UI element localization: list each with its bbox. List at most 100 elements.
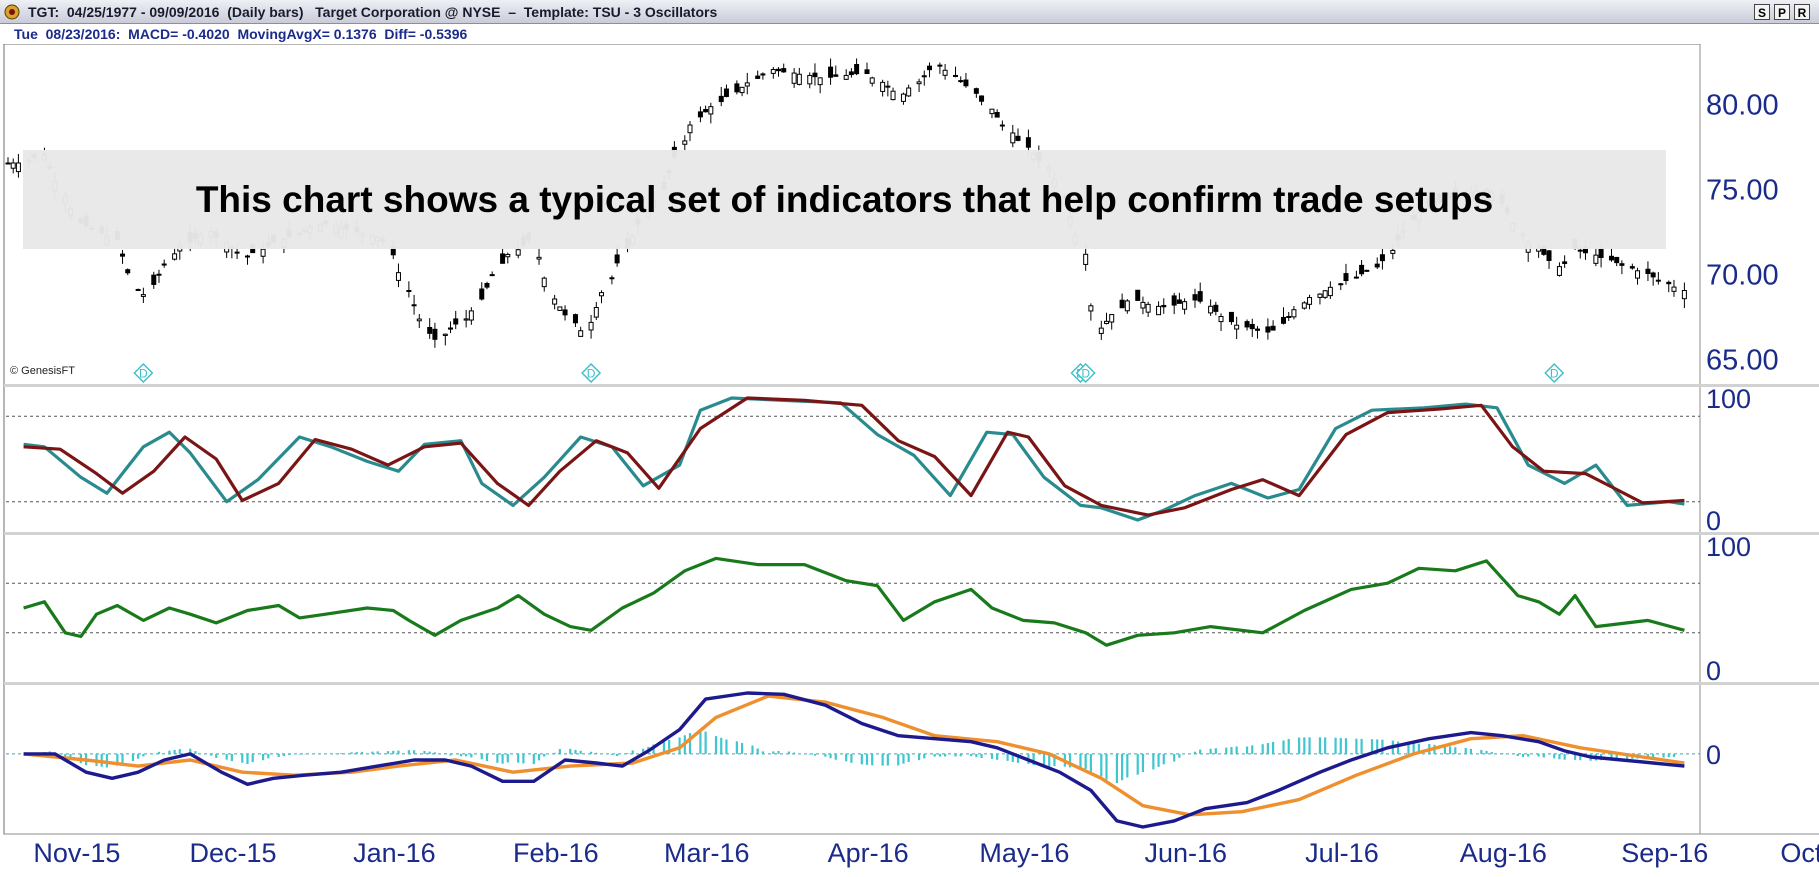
candle-body [1301, 302, 1307, 309]
price-candle [536, 248, 542, 265]
x-axis-label: Jan-16 [353, 838, 436, 868]
price-candle [453, 310, 459, 330]
price-candle [921, 70, 927, 86]
candle-body [1359, 264, 1365, 275]
candle-body [156, 273, 162, 276]
price-candle [1218, 313, 1224, 332]
price-candle [1353, 270, 1359, 279]
candle-body [1213, 304, 1219, 312]
window-button-s[interactable]: S [1754, 4, 1770, 20]
price-candle [557, 306, 563, 312]
price-candle [796, 67, 802, 86]
annotation-banner: This chart shows a typical set of indica… [23, 150, 1666, 249]
price-candle [755, 70, 761, 79]
price-candle [1192, 288, 1198, 308]
price-candle [151, 271, 157, 289]
candle-body [260, 248, 266, 257]
candle-body [1249, 323, 1255, 330]
candle-body [999, 124, 1005, 127]
price-candle [817, 77, 823, 94]
price-candle [697, 106, 703, 123]
price-candle [1228, 311, 1234, 325]
candle-body [937, 64, 943, 67]
candle-body [796, 73, 802, 85]
price-candle [1546, 249, 1552, 269]
price-candle [15, 154, 21, 178]
candle-body [1593, 254, 1599, 264]
candle-body [791, 72, 797, 84]
candle-body [718, 95, 724, 103]
candle-body [1379, 254, 1385, 262]
price-candle [500, 248, 506, 264]
price-candle [1265, 318, 1271, 340]
candle-body [484, 282, 490, 288]
price-candle [828, 58, 834, 85]
candle-body [1281, 316, 1287, 324]
price-candle [140, 287, 146, 304]
annotation-text: This chart shows a typical set of indica… [195, 178, 1494, 220]
x-axis-label: Dec-15 [190, 838, 277, 868]
info-values: 08/23/2016: MACD= -0.4020 MovingAvgX= 0.… [45, 26, 468, 42]
candle-body [697, 111, 703, 118]
price-candle [1135, 289, 1141, 301]
price-candle [682, 135, 688, 151]
candle-body [1208, 305, 1214, 314]
candle-body [1556, 266, 1562, 276]
price-candle [1614, 256, 1620, 267]
price-candle [1119, 293, 1125, 309]
candle-body [1015, 135, 1021, 141]
price-candle [1234, 316, 1240, 340]
price-candle [953, 66, 959, 78]
price-candle [1171, 292, 1177, 315]
price-candle [864, 62, 870, 75]
candle-body [880, 81, 886, 92]
candle-body [1088, 305, 1094, 312]
candle-body [1655, 279, 1661, 282]
candle-body [755, 75, 761, 79]
price-candle [432, 322, 438, 348]
candle-body [411, 304, 417, 307]
dividend-marker-icon [1544, 363, 1565, 383]
price-candle [1619, 260, 1625, 275]
candle-body [1635, 270, 1641, 279]
window-button-p[interactable]: P [1774, 4, 1790, 20]
dividend-marker-label: D [587, 367, 596, 381]
candle-body [244, 255, 250, 258]
x-axis-label: Nov-15 [33, 838, 120, 868]
price-candle [1364, 269, 1370, 272]
candle-body [1614, 256, 1620, 264]
price-candle [1182, 298, 1188, 315]
candle-body [406, 290, 412, 292]
price-candle [442, 333, 448, 346]
price-candle [1124, 299, 1130, 314]
price-candle [1645, 261, 1651, 282]
x-axis-label: Mar-16 [664, 838, 750, 868]
candle-body [1234, 324, 1240, 330]
price-candle [807, 72, 813, 89]
candle-body [1197, 291, 1203, 302]
app-logo-icon [4, 4, 20, 20]
price-candle [562, 305, 568, 321]
window-button-r[interactable]: R [1794, 4, 1810, 20]
candle-body [453, 318, 459, 325]
price-candle [161, 259, 167, 268]
candle-body [1608, 255, 1614, 261]
price-candle [1374, 257, 1380, 269]
candle-body [432, 328, 438, 340]
candle-body [562, 309, 568, 316]
x-axis-label: Aug-16 [1460, 838, 1547, 868]
price-candle [900, 92, 906, 105]
candle-body [416, 318, 422, 322]
candle-body [468, 310, 474, 321]
price-candle [1291, 306, 1297, 320]
price-axis-label: 70.00 [1706, 260, 1779, 292]
candle-body [1650, 272, 1656, 278]
candle-body [843, 74, 849, 80]
candle-body [505, 253, 511, 258]
candle-body [916, 81, 922, 85]
price-candle [1213, 301, 1219, 316]
candle-body [1025, 137, 1031, 148]
price-candle [989, 108, 995, 119]
price-candle [1317, 293, 1323, 305]
candle-body [770, 69, 776, 74]
